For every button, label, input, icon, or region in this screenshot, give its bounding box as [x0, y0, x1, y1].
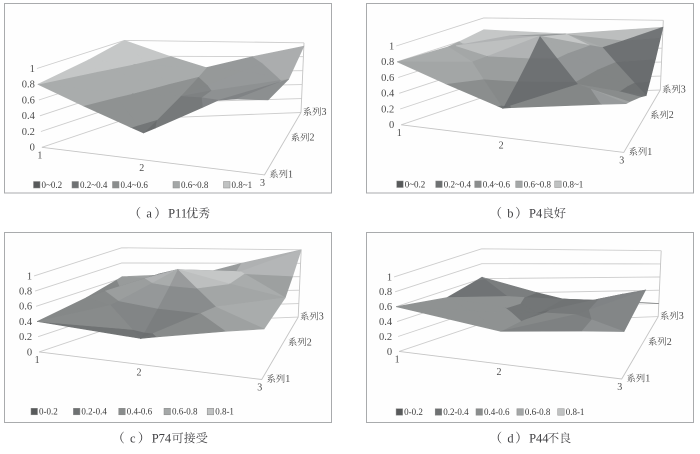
svg-text:0: 0	[27, 347, 32, 358]
svg-text:0.8-1: 0.8-1	[566, 407, 585, 417]
svg-text:2: 2	[310, 133, 315, 144]
svg-text:0.6: 0.6	[22, 95, 35, 106]
svg-text:0.4~0.6: 0.4~0.6	[121, 180, 149, 190]
svg-text:2: 2	[497, 367, 502, 378]
svg-text:1: 1	[27, 271, 32, 282]
svg-text:3: 3	[322, 107, 327, 118]
svg-text:0-0.2: 0-0.2	[404, 407, 423, 417]
svg-text:0: 0	[30, 143, 35, 154]
svg-text:0.6-0.8: 0.6-0.8	[172, 407, 198, 417]
svg-text:1: 1	[37, 150, 42, 161]
svg-text:1: 1	[35, 355, 40, 366]
svg-text:d: d	[507, 431, 514, 445]
svg-text:0.8: 0.8	[379, 287, 392, 298]
svg-text:0.4-0.6: 0.4-0.6	[127, 407, 153, 417]
svg-text:0.6~0.8: 0.6~0.8	[524, 179, 552, 189]
svg-text:0.4-0.6: 0.4-0.6	[484, 407, 510, 417]
svg-text:P74: P74	[152, 431, 172, 445]
svg-text:3: 3	[681, 85, 686, 96]
svg-text:c: c	[130, 431, 136, 445]
svg-text:1: 1	[285, 374, 290, 385]
svg-text:0.8~1: 0.8~1	[563, 179, 584, 189]
svg-text:0.8: 0.8	[381, 57, 394, 68]
svg-text:a: a	[146, 207, 152, 221]
svg-text:1: 1	[30, 64, 35, 75]
svg-text:0~0.2: 0~0.2	[42, 180, 63, 190]
svg-text:0.8: 0.8	[22, 80, 35, 91]
svg-text:0.2-0.4: 0.2-0.4	[443, 407, 469, 417]
svg-text:3: 3	[260, 178, 265, 189]
svg-text:0.6-0.8: 0.6-0.8	[525, 407, 551, 417]
svg-text:P4: P4	[529, 207, 543, 221]
svg-text:3: 3	[257, 383, 262, 394]
svg-text:0: 0	[387, 347, 392, 358]
svg-text:0.2: 0.2	[379, 332, 392, 343]
svg-text:0.8: 0.8	[19, 287, 32, 298]
svg-text:0.6: 0.6	[381, 73, 394, 84]
svg-text:P44: P44	[529, 431, 549, 445]
svg-text:0.2: 0.2	[19, 332, 32, 343]
svg-text:2: 2	[307, 337, 312, 348]
svg-text:0.8~1: 0.8~1	[232, 180, 253, 190]
svg-text:1: 1	[288, 169, 293, 180]
svg-text:3: 3	[619, 155, 624, 166]
svg-text:1: 1	[645, 374, 650, 385]
svg-text:3: 3	[679, 311, 684, 322]
svg-text:0~0.2: 0~0.2	[405, 179, 426, 189]
svg-text:0: 0	[389, 120, 394, 131]
svg-text:2: 2	[137, 368, 142, 379]
svg-text:1: 1	[397, 128, 402, 139]
svg-text:1: 1	[389, 41, 394, 52]
svg-text:2: 2	[667, 337, 672, 348]
svg-text:0.2: 0.2	[22, 127, 35, 138]
svg-text:0.4: 0.4	[381, 89, 395, 100]
svg-text:2: 2	[139, 163, 144, 174]
svg-text:0.4: 0.4	[19, 317, 33, 328]
svg-text:0.2~0.4: 0.2~0.4	[444, 179, 472, 189]
svg-text:1: 1	[387, 272, 392, 283]
svg-text:3: 3	[617, 382, 622, 393]
svg-text:0.4: 0.4	[379, 317, 393, 328]
svg-text:0.6: 0.6	[379, 302, 392, 313]
svg-text:3: 3	[319, 312, 324, 323]
svg-text:0.8-1: 0.8-1	[215, 407, 234, 417]
svg-text:0.6: 0.6	[19, 302, 32, 313]
svg-text:b: b	[507, 207, 513, 221]
svg-text:0.4~0.6: 0.4~0.6	[483, 179, 511, 189]
svg-text:0-0.2: 0-0.2	[39, 407, 58, 417]
svg-text:0.4: 0.4	[22, 111, 36, 122]
svg-text:0.2: 0.2	[381, 104, 394, 115]
svg-text:1: 1	[647, 147, 652, 158]
svg-text:0.2-0.4: 0.2-0.4	[81, 407, 107, 417]
svg-text:1: 1	[395, 354, 400, 365]
svg-text:P11: P11	[168, 207, 187, 221]
svg-text:0.6~0.8: 0.6~0.8	[181, 180, 209, 190]
svg-text:2: 2	[669, 110, 674, 121]
svg-text:0.2~0.4: 0.2~0.4	[80, 180, 108, 190]
svg-text:2: 2	[499, 140, 504, 151]
